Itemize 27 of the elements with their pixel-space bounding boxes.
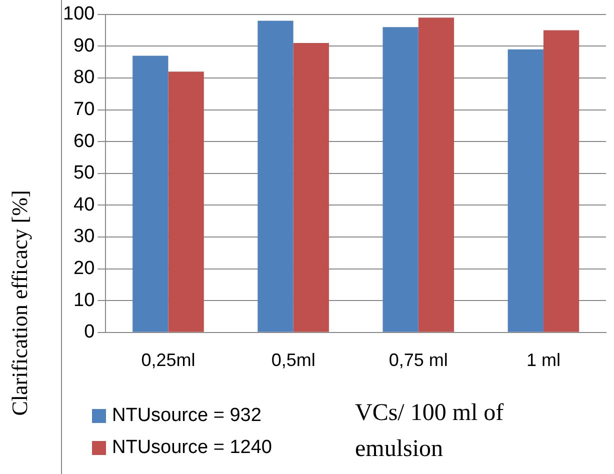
- bar: [168, 72, 204, 332]
- bar: [418, 18, 454, 332]
- y-tick-label: 40: [74, 194, 95, 216]
- legend-label: NTUsource = 1240: [112, 437, 272, 459]
- y-tick-label: 100: [63, 4, 95, 25]
- bar: [132, 56, 168, 332]
- x-tick-label: 1 ml: [526, 350, 560, 370]
- bar: [508, 49, 544, 332]
- legend-label: NTUsource = 932: [112, 405, 262, 427]
- bar: [258, 20, 294, 332]
- y-axis-title: Clarification efficacy [%]: [7, 189, 33, 418]
- y-tick-label: 50: [74, 162, 95, 184]
- bar: [543, 30, 580, 332]
- y-tick-label: 30: [74, 226, 95, 248]
- y-tick-label: 80: [74, 67, 95, 88]
- y-tick-label: 60: [74, 130, 95, 152]
- bar: [293, 43, 329, 332]
- x-tick-label: 0,75 ml: [388, 350, 448, 370]
- x-tick-label: 0,25ml: [141, 350, 196, 370]
- y-tick-label: 20: [74, 258, 95, 280]
- y-tick-label: 10: [74, 290, 95, 311]
- bar: [382, 27, 418, 332]
- y-tick-label: 0: [84, 322, 95, 343]
- y-tick-label: 90: [74, 35, 95, 56]
- x-axis-title: VCs/ 100 ml of emulsion: [355, 399, 505, 464]
- x-tick-label: 0,5ml: [271, 350, 316, 370]
- y-tick-label: 70: [74, 99, 95, 120]
